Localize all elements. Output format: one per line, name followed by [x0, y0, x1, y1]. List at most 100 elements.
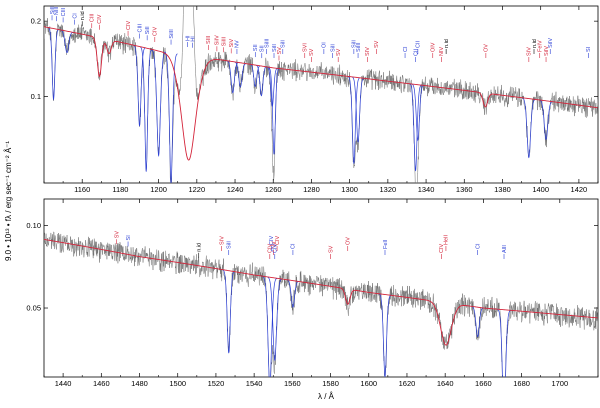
ism-line-profile: [222, 269, 235, 354]
x-tick-label: 1200: [150, 185, 167, 194]
x-tick-label: 1260: [265, 185, 282, 194]
ism-line-profile: [262, 276, 278, 377]
ism-line-profile: [133, 44, 146, 127]
plot-area: [44, 231, 598, 377]
line-id-label: n.id: [197, 243, 203, 252]
line-id-label: SiV: [229, 38, 235, 47]
ism-line-profile: [164, 51, 178, 183]
ism-line-profile: [351, 76, 364, 143]
ism-line-profile: [60, 29, 74, 54]
line-id-label: SiIII: [169, 29, 175, 39]
lower-panel: 1440 1460 1480 1500 1520 1540 1560 1580 1600 1620…: [26, 198, 599, 388]
ism-line-profile: [267, 276, 283, 362]
y-tick-label: 0.1: [31, 92, 41, 101]
ism-line-profile: [539, 99, 553, 140]
line-id-label: CI: [72, 13, 78, 19]
ism-line-profile: [286, 279, 299, 308]
line-id-label: CII: [413, 49, 419, 57]
y-tick-label: 0.05: [26, 304, 41, 313]
x-tick-label: 1500: [169, 379, 186, 388]
line-id-label: n.id: [444, 39, 450, 48]
y-tick-label: 0.10: [26, 221, 41, 230]
line-id-label: SiII: [281, 40, 287, 48]
x-tick-label: 1700: [551, 379, 568, 388]
line-id-label: CIV: [153, 27, 159, 37]
line-id-label: SiIII: [356, 42, 362, 52]
line-id-label: SIII: [206, 35, 212, 44]
line-id-label: CIV: [269, 236, 275, 246]
line-id-label: SiIII: [221, 36, 227, 46]
line-id-label: SII: [253, 44, 259, 51]
line-id-label: SV: [277, 47, 283, 55]
line-id-label: CIV: [268, 244, 274, 254]
line-id-label: CI: [291, 243, 297, 249]
x-tick-label: 1380: [494, 185, 511, 194]
x-tick-label: 1600: [360, 379, 377, 388]
plot-frame: [43, 198, 599, 378]
x-tick-label: 1300: [341, 185, 358, 194]
x-tick-label: 1440: [55, 379, 72, 388]
line-id-label: SiII: [145, 26, 151, 34]
plot-frame: [43, 5, 599, 184]
line-id-label: AlII: [502, 245, 508, 253]
ism-line-profile: [471, 306, 484, 338]
line-id-label: NV: [271, 241, 277, 249]
line-id-label: OI: [322, 42, 328, 48]
line-id-label: CIII: [61, 7, 67, 16]
line-id-label: OV: [484, 44, 490, 52]
line-id-label: SV: [374, 40, 380, 48]
line-id-label: SiII: [330, 44, 336, 52]
line-id-label: NIII: [54, 6, 60, 15]
x-tick-label: 1660: [475, 379, 492, 388]
ism-line-profile: [497, 309, 511, 377]
line-id-label: CIV: [126, 20, 132, 30]
line-id-label: SiII: [50, 6, 56, 14]
line-id-label: SV: [114, 231, 120, 239]
line-id-label: n.id: [532, 39, 538, 48]
model-spectrum: [44, 26, 598, 161]
model-spectrum: [44, 238, 598, 346]
line-id-label: CIII: [137, 23, 143, 32]
ism-line-profile: [255, 64, 267, 97]
line-id-label: SV: [336, 48, 342, 56]
line-id-label: CIV: [439, 244, 445, 254]
line-id-label: SiII: [272, 44, 278, 52]
line-id-label: SiIV: [544, 46, 550, 56]
plot-area: [44, 6, 598, 183]
upper-panel: 1160 1180 1200 1220 1240 1260 1280 1300 1320 1340…: [31, 5, 599, 194]
line-id-label: FeIV: [538, 40, 544, 52]
ism-line-profile: [347, 76, 360, 164]
x-tick-label: 1480: [131, 379, 148, 388]
line-id-label: n.id: [80, 11, 86, 20]
x-tick-label: 1680: [513, 379, 530, 388]
line-id-label: HI: [190, 36, 196, 42]
line-id-label: NV: [235, 40, 241, 48]
line-id-label: SiII: [352, 40, 358, 48]
line-id-label: CI: [475, 243, 481, 249]
line-id-label: CIII: [90, 13, 96, 22]
line-id-label: CIV: [275, 236, 281, 246]
x-tick-label: 1320: [380, 185, 397, 194]
line-id-label: FeII: [383, 239, 389, 249]
line-id-label: SV: [309, 48, 315, 56]
line-id-label: SVI: [303, 43, 309, 52]
x-tick-label: 1520: [208, 379, 225, 388]
x-tick-label: 1220: [188, 185, 205, 194]
y-axis-label: 9.0 • 10¹³ • fλ / erg sec⁻¹ cm⁻² Å⁻¹: [4, 141, 13, 261]
x-tick-label: 1360: [456, 185, 473, 194]
ism-line-profile: [48, 27, 59, 101]
line-id-label: CII: [416, 41, 422, 49]
line-id-label: SIV: [527, 47, 533, 56]
line-id-label: SiIV: [215, 35, 221, 45]
ism-line-profile: [268, 66, 280, 155]
x-tick-label: 1420: [571, 185, 588, 194]
x-tick-label: 1580: [322, 379, 339, 388]
x-tick-label: 1540: [246, 379, 263, 388]
x-tick-label: 1460: [93, 379, 110, 388]
x-tick-label: 1280: [303, 185, 320, 194]
x-tick-label: 1240: [227, 185, 244, 194]
x-tick-label: 1340: [418, 185, 435, 194]
line-id-label: SiII: [227, 241, 233, 249]
